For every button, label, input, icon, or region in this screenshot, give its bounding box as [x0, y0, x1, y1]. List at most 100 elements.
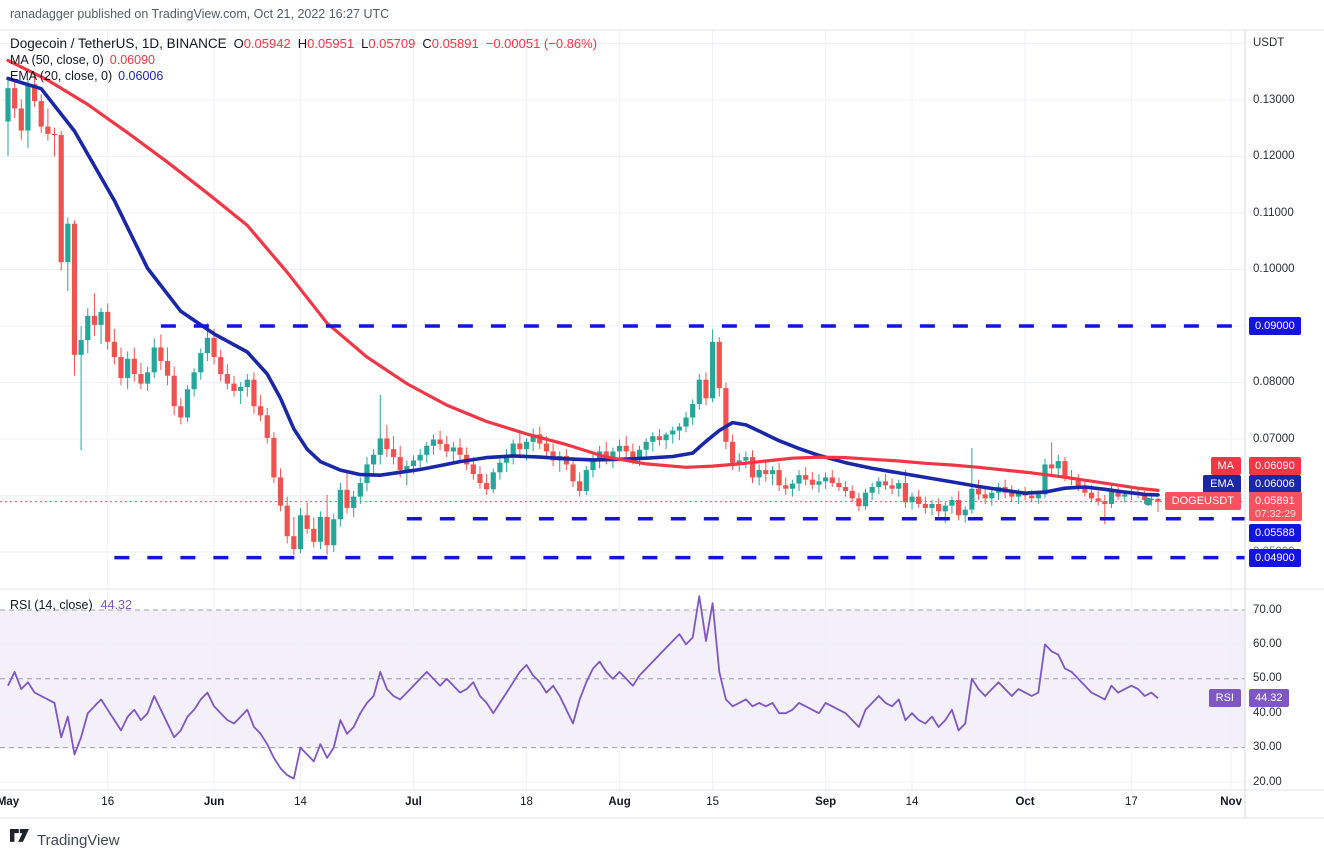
candle-body [670, 430, 676, 435]
candle-body [337, 489, 343, 520]
candle-body [756, 470, 762, 478]
candle-body [1155, 498, 1161, 502]
candle-body [390, 449, 397, 458]
ema-legend-row[interactable]: EMA (20, close, 0) 0.06006 [10, 68, 597, 84]
ohlc-l: L0.05709 [361, 36, 416, 51]
candle-body [916, 496, 922, 504]
candle-body [809, 479, 815, 485]
candle-body [856, 498, 862, 507]
candle-body [703, 379, 709, 399]
candle-body [982, 494, 988, 499]
candle-body [198, 353, 204, 373]
symbol-legend-row[interactable]: Dogecoin / TetherUS, 1D, BINANCE O0.05942… [10, 36, 597, 52]
candle-body [297, 515, 304, 550]
ma50-line [6, 58, 1160, 492]
candle-body [663, 434, 669, 441]
candle-body [1095, 498, 1101, 502]
candle-body [696, 379, 702, 404]
candle-body [510, 443, 516, 455]
candle-body [1088, 492, 1095, 499]
candle-body [1015, 492, 1022, 497]
candles [5, 74, 1161, 555]
candle-body [1108, 490, 1115, 504]
candle-body [656, 436, 663, 441]
candle-body [650, 436, 656, 442]
candle-body [98, 311, 104, 325]
candle-body [284, 505, 290, 537]
candle-body [18, 108, 24, 131]
candle-body [530, 434, 536, 442]
price-axis[interactable] [1245, 30, 1324, 790]
candle-body [683, 417, 689, 427]
candle-body [1035, 494, 1041, 499]
candle-body [803, 475, 809, 480]
candle-body [909, 496, 915, 503]
candle-body [5, 88, 11, 122]
candle-body [211, 337, 217, 358]
candle-body [291, 536, 297, 550]
candle-body [65, 223, 71, 263]
tradingview-brand-text[interactable]: TradingView [37, 831, 120, 849]
candle-body [543, 443, 550, 452]
candle-body [457, 447, 463, 455]
candle-body [1055, 461, 1061, 469]
candle-body [955, 500, 962, 516]
candle-body [38, 101, 44, 127]
candle-body [251, 379, 257, 407]
candle-body [869, 487, 875, 493]
candle-body [384, 438, 390, 450]
time-axis[interactable] [0, 790, 1245, 818]
candle-body [490, 472, 496, 490]
candle-body [78, 340, 84, 355]
candle-body [630, 451, 636, 459]
ohlc-values: O0.05942 H0.05951 L0.05709 C0.05891 [227, 36, 479, 51]
candle-body [736, 460, 742, 463]
candle-body [1029, 495, 1035, 499]
candle-body [317, 516, 324, 542]
candle-body [882, 481, 889, 486]
ma-legend-row[interactable]: MA (50, close, 0) 0.06090 [10, 52, 597, 68]
candle-body [710, 341, 716, 399]
candle-body [1142, 494, 1148, 501]
candle-body [623, 445, 629, 452]
ema-legend-value: 0.06006 [118, 69, 164, 83]
candle-body [351, 496, 357, 508]
candle-body [304, 515, 310, 529]
candle-body [729, 441, 736, 463]
symbol-title: Dogecoin / TetherUS, 1D, BINANCE [10, 36, 227, 51]
attribution-text: ranadagger published on TradingView.com,… [10, 7, 390, 21]
candle-body [231, 383, 237, 391]
candle-body [796, 475, 802, 484]
candle-body [344, 489, 350, 508]
ohlc-h: H0.05951 [297, 36, 355, 51]
candle-body [218, 357, 224, 375]
candle-body [144, 372, 151, 384]
candle-body [503, 454, 510, 463]
candle-body [1102, 501, 1108, 504]
rsi-line [7, 595, 1159, 780]
candle-body [430, 439, 437, 446]
candle-body [823, 477, 829, 482]
candle-body [836, 483, 842, 488]
candle-body [929, 503, 935, 508]
candle-body [497, 462, 503, 473]
candle-body [743, 457, 749, 461]
candle-body [85, 315, 91, 341]
candle-body [118, 357, 124, 378]
candle-body [271, 437, 277, 478]
tradingview-logo-icon[interactable] [10, 829, 29, 851]
rsi-legend-row[interactable]: RSI (14, close) 44.32 [10, 597, 132, 613]
candle-body [896, 483, 902, 489]
candle-body [922, 503, 928, 508]
ohlc-c: C0.05891 [422, 36, 479, 51]
candle-body [244, 379, 250, 388]
candle-body [636, 449, 643, 459]
candle-body [12, 88, 18, 109]
candle-body [184, 389, 191, 418]
candle-body [410, 460, 417, 467]
candle-body [51, 133, 58, 136]
ma-legend-value: 0.06090 [109, 53, 155, 67]
candle-body [437, 439, 443, 445]
